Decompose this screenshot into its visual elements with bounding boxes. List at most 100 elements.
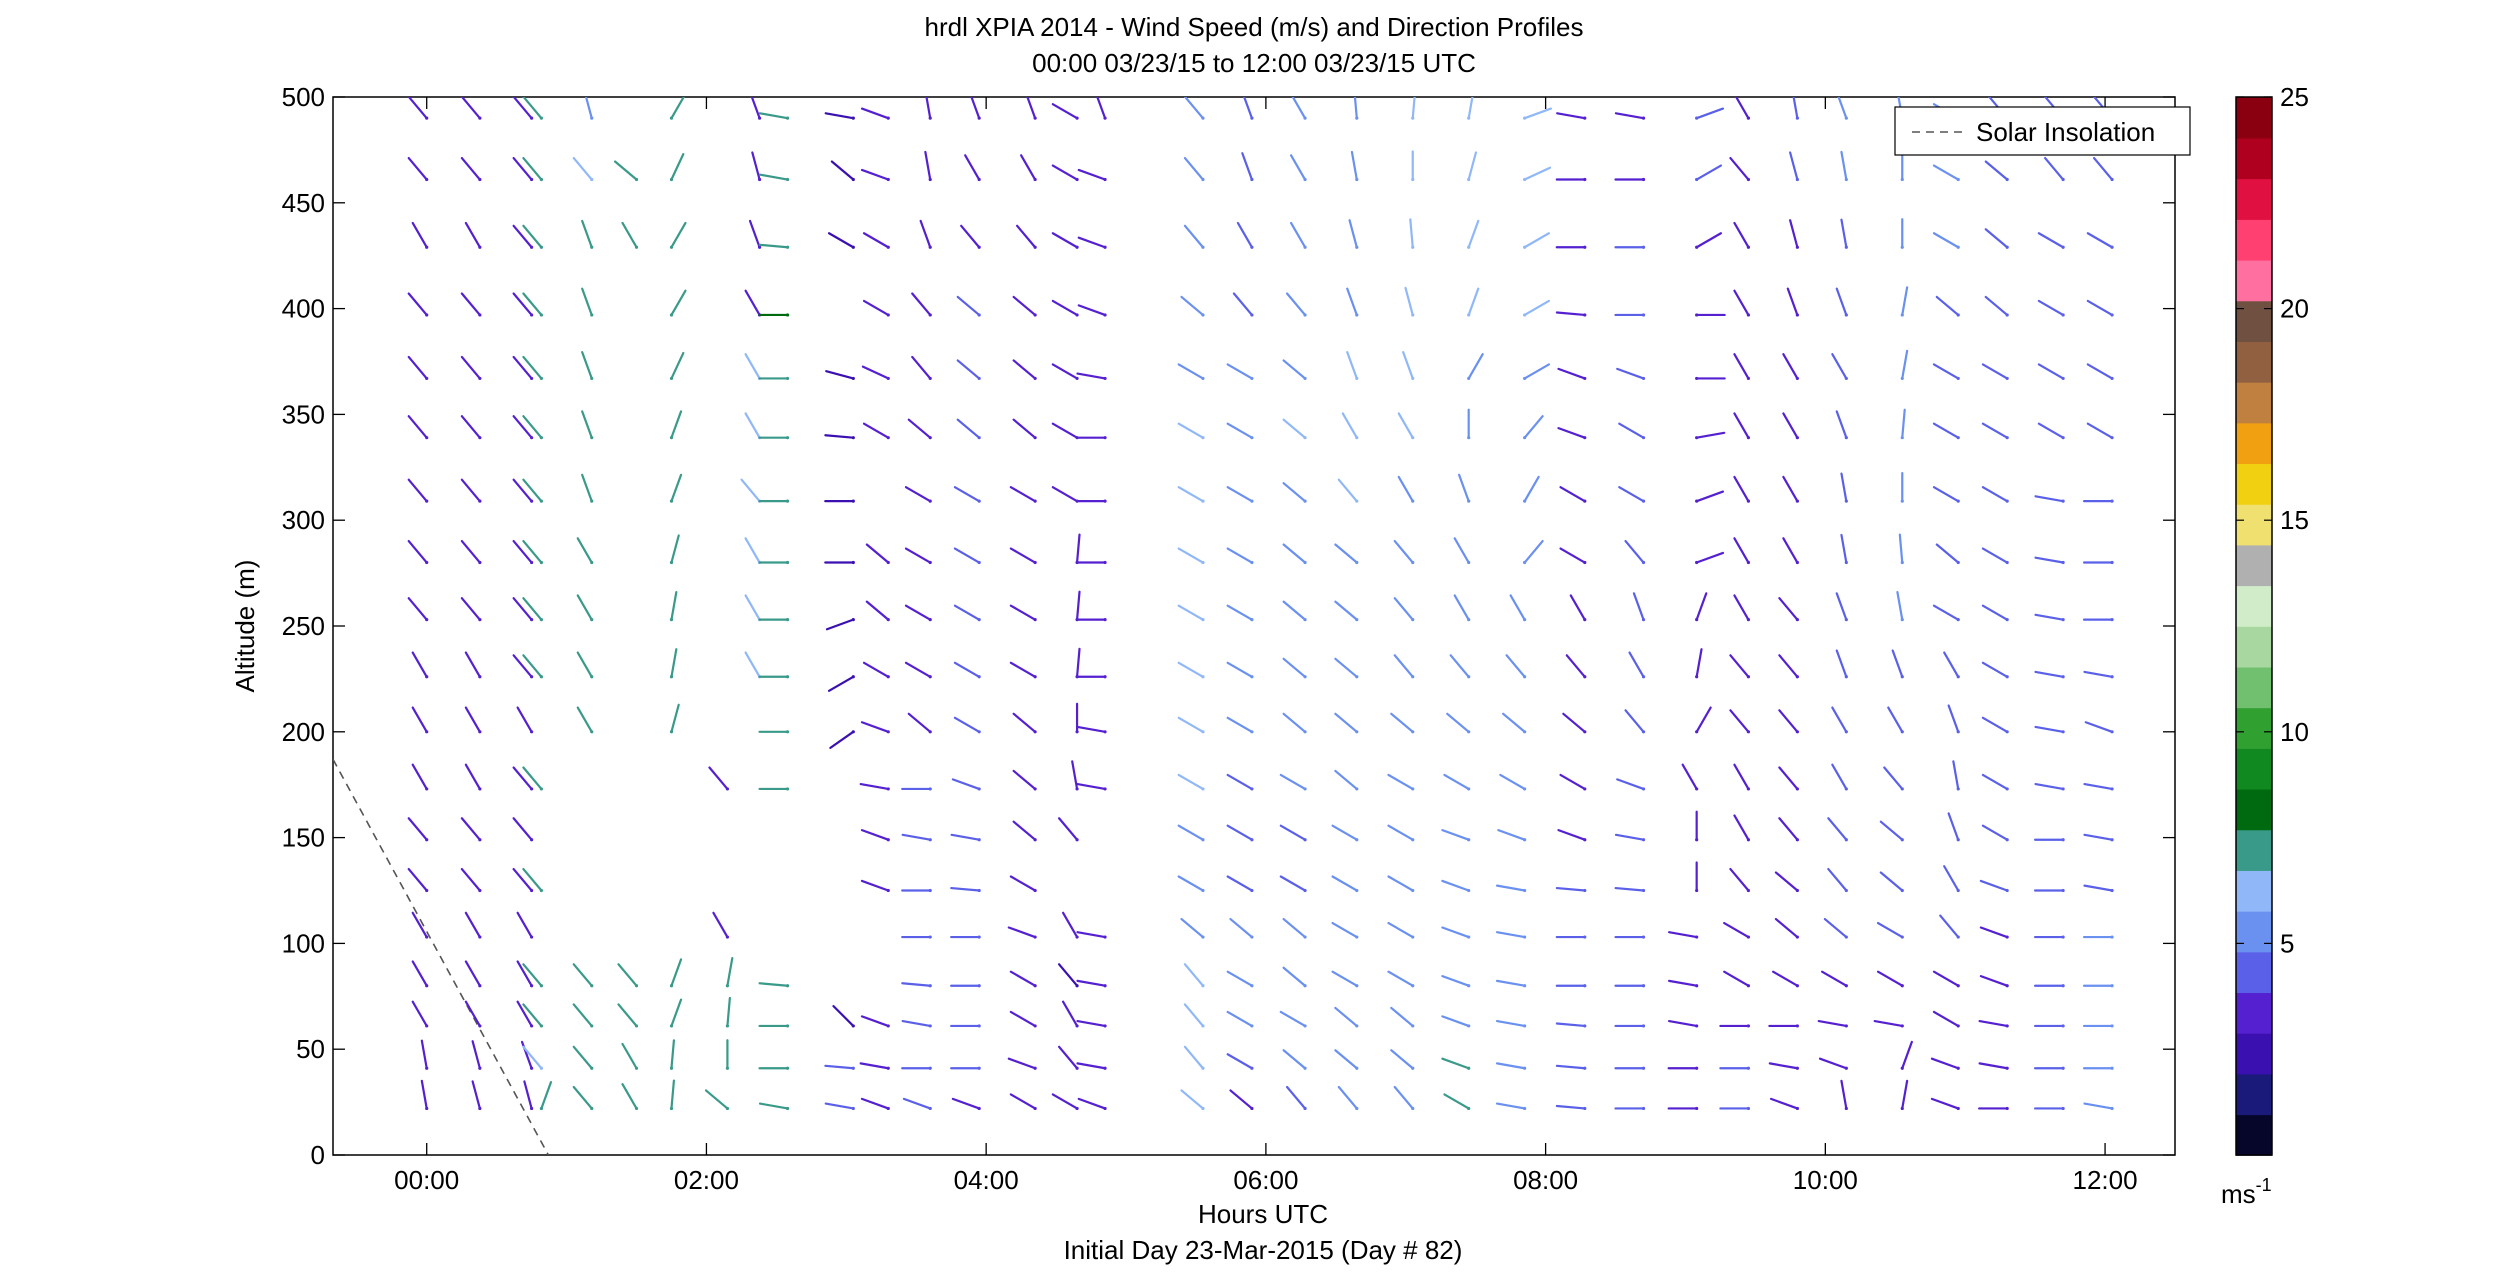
wind-barb-base [1411,618,1415,622]
wind-barbs [407,97,2114,1111]
wind-barb-base [1103,499,1107,503]
wind-barb-base [1641,838,1646,842]
wind-barb [670,1039,676,1070]
wind-barb-base [785,116,790,120]
wind-barb [1932,232,1960,249]
wind-barb [572,156,593,181]
wind-barb [460,597,481,621]
wind-barb [1555,1022,1586,1028]
wind-barb-base [1695,376,1699,381]
wind-barb-base [590,618,594,622]
wind-barb-base [478,116,482,120]
wind-barb-base [725,984,730,988]
colorbar-tick-label: 25 [2280,82,2309,112]
x-tick-label: 06:00 [1233,1165,1298,1195]
wind-barb-base [425,935,429,939]
wind-barb [1404,286,1414,317]
wind-barb [1061,911,1079,939]
wind-barb [516,1000,533,1028]
wind-barb-base [1103,618,1107,622]
wind-barb-base [590,313,594,317]
wind-barb [1729,709,1750,733]
wind-barb [1695,592,1708,621]
colorbar [2236,97,2272,1156]
wind-barb [1559,547,1586,564]
wind-barb [670,1079,676,1110]
wind-barb-base [478,935,482,939]
wind-barb [1289,154,1307,181]
wind-barb [1057,963,1079,987]
wind-barb-base [1900,499,1904,503]
wind-barb [1984,295,2009,317]
wind-barb-base [634,1024,639,1028]
wind-barb [1337,478,1358,503]
wind-barb-base [1746,618,1751,622]
wind-barb [1733,412,1750,439]
y-tick-label: 500 [282,82,325,112]
wind-barb-base [634,1066,639,1070]
wind-barb-base [530,838,534,842]
wind-barb-base [851,618,855,622]
wind-barb [1279,824,1307,841]
wind-barb-base [1795,560,1799,565]
wind-barb-base [1467,313,1471,317]
wind-barb [1387,970,1414,987]
wind-barb-base [425,787,429,791]
wind-barb-base [977,838,981,842]
wind-barb [1076,782,1107,791]
wind-barb [1774,917,1799,939]
wind-barb-base [425,245,429,249]
wind-barb [904,547,932,564]
wind-barb-base [886,1066,890,1070]
wind-barb-base [785,560,790,565]
wind-barb-base [2110,675,2114,679]
wind-barb [1932,1010,1960,1028]
wind-barb-base [1033,935,1037,939]
wind-barb-base [1033,730,1037,734]
wind-barb-base [1956,888,1960,893]
wind-barb [1901,1040,1913,1070]
wind-barb [1932,486,1960,503]
wind-barb-base [1641,313,1646,317]
wind-barb-base [1900,618,1904,622]
wind-barb-base [2005,888,2009,893]
wind-barb-base [1956,618,1960,622]
wind-barb [460,867,481,892]
wind-barb [860,879,890,892]
wind-barb-base [2005,376,2009,381]
wind-barb [1402,351,1414,380]
wind-barb-base [1795,1066,1799,1070]
wind-barb-base [1641,730,1646,734]
wind-barb [1012,820,1037,841]
wind-barb [464,911,481,939]
wind-barb-base [590,1024,594,1028]
wind-barb-base [1844,1066,1848,1070]
wind-barb [1387,824,1414,841]
wind-barb-base [1583,1066,1587,1070]
wind-barb-base [1695,245,1699,249]
wind-barb [1979,975,2009,987]
wind-barb-base [1467,730,1471,734]
wind-barb-base [590,245,594,249]
wind-barb-base [785,1106,790,1111]
wind-barb [1076,725,1107,733]
wind-barb-base [1033,1066,1037,1070]
wind-barb [522,963,543,987]
wind-barb [1183,224,1205,249]
wind-barb [2086,299,2114,317]
wind-barb [1932,422,1960,439]
wind-barb [1096,97,1107,120]
wind-barb-base [1844,313,1848,317]
x-tick-label: 10:00 [1793,1165,1858,1195]
wind-barb-base [1844,787,1848,791]
wind-barb [1076,931,1107,939]
wind-barb-base [1201,245,1205,249]
wind-barb-base [1411,560,1415,565]
wind-barb [621,1042,638,1070]
wind-barb-base [1583,618,1587,622]
wind-barb [1282,482,1307,503]
wind-barb [1051,164,1079,181]
wind-barb [1282,600,1307,621]
wind-barb [1618,486,1645,503]
